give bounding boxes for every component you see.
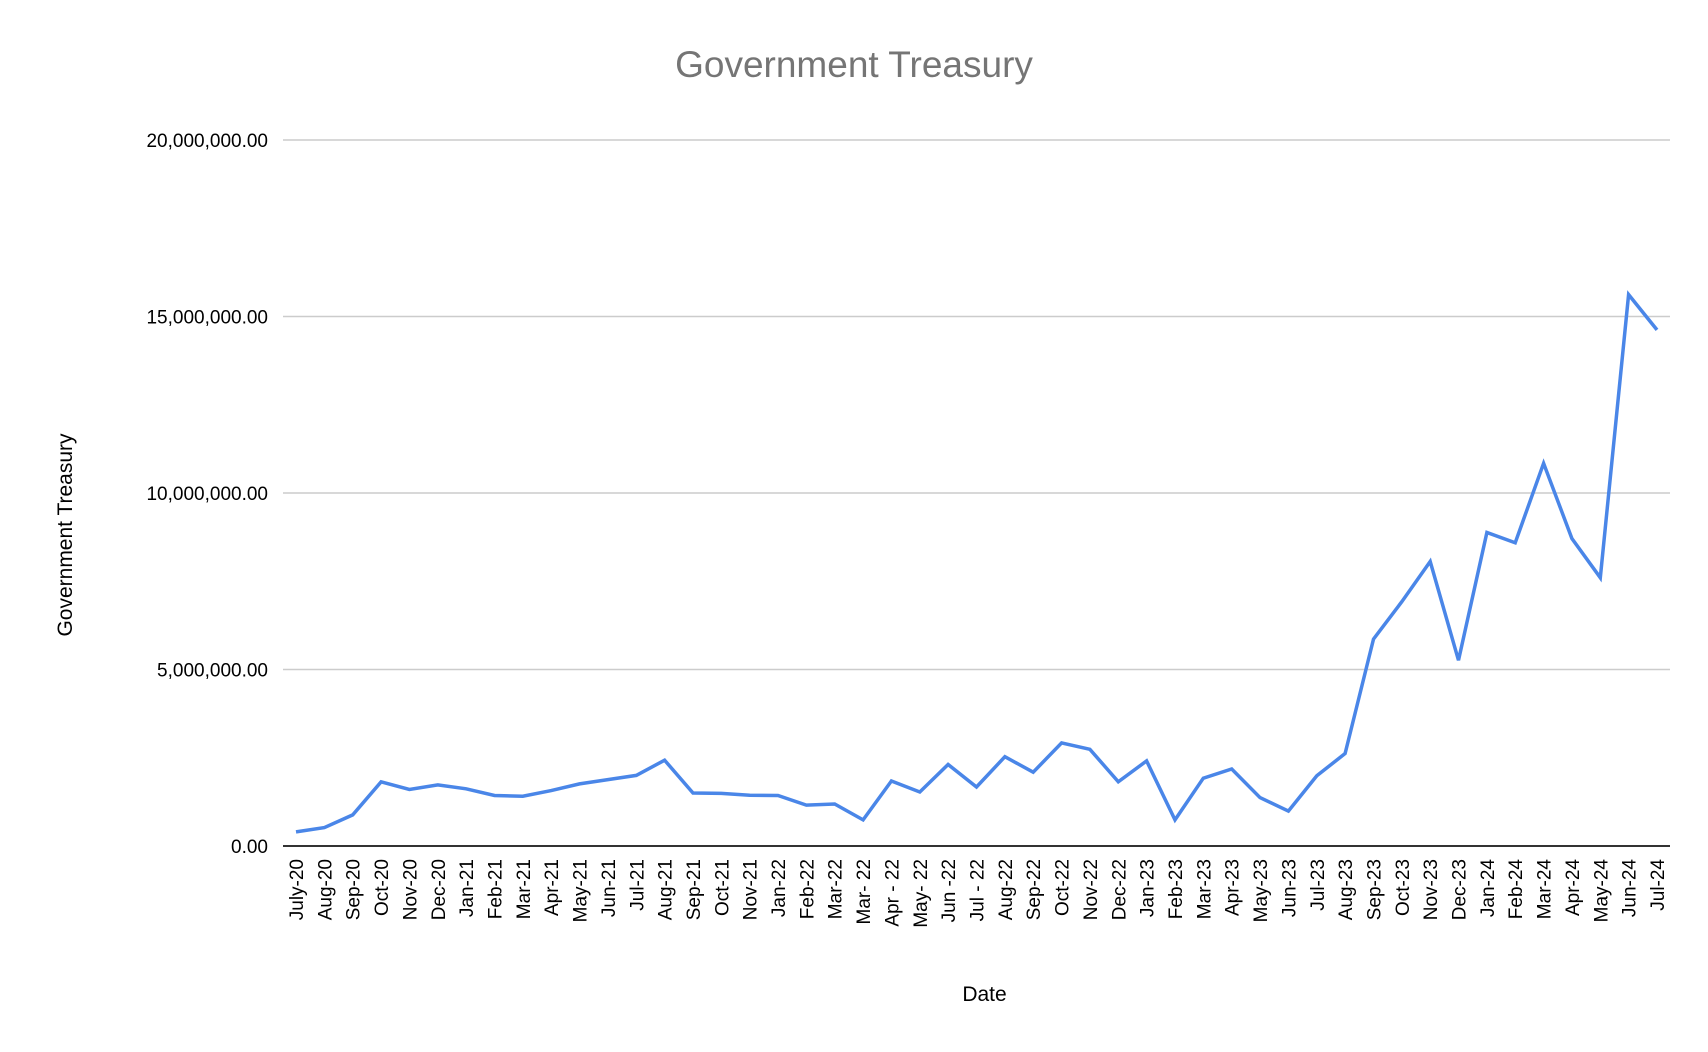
x-tick-label: Jul-23 (1308, 859, 1329, 911)
x-tick-label: Jun-21 (599, 859, 620, 917)
x-tick-label: Mar- 22 (854, 859, 875, 924)
x-tick-label: Dec-23 (1450, 859, 1471, 920)
x-tick-label: Apr-23 (1223, 859, 1244, 916)
gridlines (283, 139, 1670, 671)
x-tick-label: Mar-22 (826, 859, 847, 919)
y-tick-label: 5,000,000.00 (157, 661, 268, 682)
x-tick-label: Nov-23 (1421, 859, 1442, 920)
x-tick-label: Apr-24 (1563, 859, 1584, 916)
x-tick-label: Jul-24 (1648, 859, 1669, 911)
x-axis-title: Date (962, 983, 1006, 1006)
x-tick-label: Mar-24 (1535, 859, 1556, 920)
x-tick-label: Jan-21 (457, 859, 478, 917)
x-tick-label: Dec-20 (429, 859, 450, 920)
x-tick-label: Aug-20 (315, 859, 336, 920)
x-tick-label: Mar-23 (1194, 859, 1215, 919)
x-tick-label: May-23 (1251, 859, 1272, 922)
x-tick-label: Jul-21 (627, 859, 648, 911)
x-tick-label: Oct-20 (372, 859, 393, 916)
x-tick-label: Feb-21 (485, 859, 506, 919)
x-tick-label: Jan-23 (1138, 859, 1159, 917)
series-layer (295, 290, 1659, 834)
y-tick-labels: 0.00 5,000,000.00 10,000,000.00 15,000,000.… (146, 131, 268, 858)
x-tick-label: Feb-22 (797, 859, 818, 919)
y-tick-label: 15,000,000.00 (146, 308, 268, 329)
x-tick-label: Mar-21 (514, 859, 535, 919)
x-tick-label: Nov-21 (741, 859, 762, 920)
x-tick-label: Sep-20 (344, 859, 365, 920)
x-tick-label: Nov-20 (400, 859, 421, 920)
x-tick-label: Oct-21 (712, 859, 733, 916)
x-tick-label: Aug-21 (656, 859, 677, 920)
x-tick-label: Feb-23 (1166, 859, 1187, 919)
x-tick-label: Jun-24 (1620, 859, 1641, 918)
y-tick-label: 10,000,000.00 (146, 484, 268, 505)
x-tick-label: May- 22 (911, 859, 932, 928)
x-tick-label: May-21 (571, 859, 592, 922)
x-tick-label: Sep-21 (684, 859, 705, 920)
x-tick-label: Sep-23 (1364, 859, 1385, 920)
chart-title: Government Treasury (675, 44, 1033, 85)
x-tick-labels: July-20 Aug-20 Sep-20 Oct-20 Nov-20 Dec-20 Jan… (287, 859, 1669, 928)
x-tick-label: Oct-22 (1053, 859, 1074, 916)
x-tick-label: Nov-22 (1081, 859, 1102, 920)
x-tick-label: Jun-23 (1279, 859, 1300, 917)
y-tick-label: 0.00 (231, 837, 268, 858)
x-tick-label: Dec-22 (1109, 859, 1130, 920)
x-tick-label: Jul - 22 (968, 859, 989, 921)
x-tick-label: Jun -22 (939, 859, 960, 922)
x-tick-label: Apr-21 (542, 859, 563, 916)
x-tick-label: Jan-24 (1478, 859, 1499, 918)
x-tick-label: Apr - 22 (882, 859, 903, 927)
series-line (295, 290, 1659, 834)
x-tick-label: Feb-24 (1506, 859, 1527, 920)
x-tick-label: Sep-22 (1024, 859, 1045, 920)
x-tick-label: Jan-22 (769, 859, 790, 917)
x-tick-label: Aug-23 (1336, 859, 1357, 920)
x-tick-label: Oct-23 (1393, 859, 1414, 916)
y-tick-label: 20,000,000.00 (146, 131, 268, 152)
y-axis-title: Government Treasury (54, 433, 77, 637)
x-tick-label: July-20 (287, 859, 308, 920)
x-tick-label: Aug-22 (996, 859, 1017, 920)
x-tick-label: May-24 (1591, 859, 1612, 923)
